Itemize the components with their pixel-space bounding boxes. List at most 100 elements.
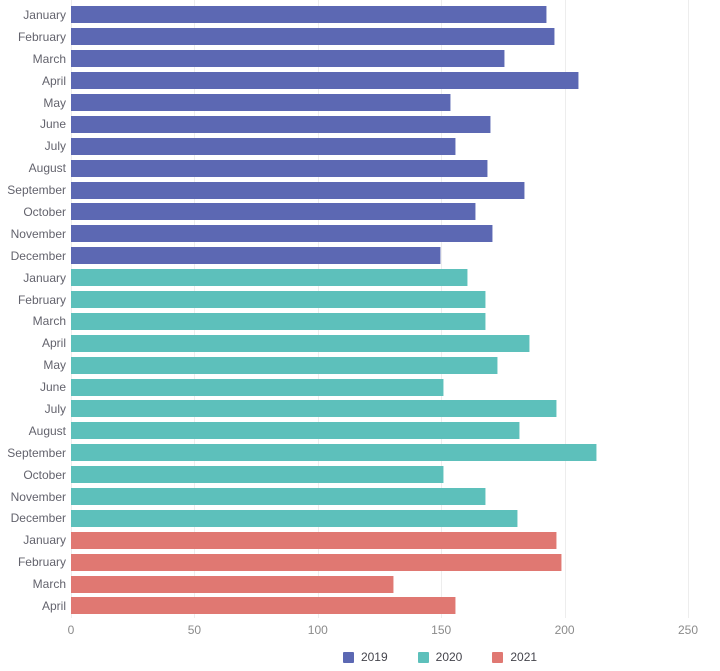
bar-2019-october	[71, 203, 476, 221]
bar-row: November	[0, 486, 720, 508]
bar-2019-december	[71, 247, 442, 265]
y-axis-label: August	[28, 161, 66, 176]
legend-swatch-icon	[342, 651, 354, 663]
bar-2020-september	[71, 444, 597, 462]
bar-2020-july	[71, 400, 558, 418]
bar-2019-march	[71, 50, 506, 68]
bar-row: September	[0, 442, 720, 464]
bar-2019-june	[71, 115, 491, 133]
legend-label: 2020	[435, 650, 463, 664]
bar-2019-august	[71, 159, 489, 177]
bar-row: March	[0, 48, 720, 70]
y-axis-label: July	[44, 139, 66, 154]
y-axis-label: September	[7, 183, 66, 198]
legend-label: 2021	[510, 650, 538, 664]
bar-row: May	[0, 92, 720, 114]
bar-track	[71, 28, 688, 46]
y-axis-label: March	[32, 314, 66, 329]
bar-track	[71, 225, 688, 243]
bar-row: March	[0, 310, 720, 332]
x-axis-tick-label: 150	[431, 623, 452, 637]
bar-track	[71, 553, 688, 571]
bar-track	[71, 444, 688, 462]
bar-track	[71, 72, 688, 90]
y-axis-label: December	[10, 248, 66, 263]
y-axis-label: September	[7, 445, 66, 460]
y-axis-label: April	[41, 73, 66, 88]
bar-track	[71, 291, 688, 309]
bar-row: June	[0, 376, 720, 398]
y-axis-label: January	[23, 7, 66, 22]
y-axis-label: March	[32, 577, 66, 592]
bar-2019-september	[71, 181, 526, 199]
bar-track	[71, 159, 688, 177]
bar-2020-february	[71, 291, 486, 309]
bar-row: February	[0, 26, 720, 48]
bar-2021-march	[71, 575, 395, 593]
bar-row: October	[0, 201, 720, 223]
y-axis-label: January	[23, 533, 66, 548]
y-axis-label: April	[41, 598, 66, 613]
bar-row: March	[0, 573, 720, 595]
bar-row: August	[0, 157, 720, 179]
bar-row: February	[0, 289, 720, 311]
bar-row: April	[0, 595, 720, 617]
bar-2020-april	[71, 334, 531, 352]
bar-track	[71, 137, 688, 155]
bar-track	[71, 422, 688, 440]
y-axis-label: August	[28, 423, 66, 438]
x-axis-tick-label: 100	[307, 623, 328, 637]
bar-track	[71, 509, 688, 527]
bar-2020-june	[71, 378, 444, 396]
bar-2020-january	[71, 269, 469, 287]
bar-2021-january	[71, 531, 558, 549]
y-axis-label: May	[43, 358, 66, 373]
bar-row: January	[0, 267, 720, 289]
bar-row: January	[0, 4, 720, 26]
bar-2019-july	[71, 137, 456, 155]
y-axis-label: March	[32, 51, 66, 66]
bar-2020-october	[71, 466, 444, 484]
legend-item-2020: 2020	[417, 650, 463, 664]
legend: 2019 2020 2021	[160, 649, 720, 665]
bar-row: January	[0, 529, 720, 551]
y-axis-label: April	[41, 336, 66, 351]
bar-row: November	[0, 223, 720, 245]
x-axis-tick-label: 50	[187, 623, 202, 637]
bar-track	[71, 247, 688, 265]
bar-track	[71, 181, 688, 199]
bar-2020-august	[71, 422, 521, 440]
bar-track	[71, 115, 688, 133]
bar-track	[71, 334, 688, 352]
bar-2021-february	[71, 553, 563, 571]
y-axis-label: July	[44, 401, 66, 416]
y-axis-label: February	[17, 555, 66, 570]
bar-track	[71, 356, 688, 374]
bar-2019-february	[71, 28, 555, 46]
bar-row: December	[0, 245, 720, 267]
bar-row: June	[0, 113, 720, 135]
y-axis-label: February	[17, 29, 66, 44]
bar-track	[71, 203, 688, 221]
y-axis-label: October	[23, 467, 66, 482]
bar-2019-may	[71, 94, 452, 111]
x-axis-tick-label: 250	[677, 623, 699, 637]
y-axis-label: November	[10, 489, 66, 504]
x-axis-tick-label: 200	[554, 623, 575, 637]
bar-row: July	[0, 398, 720, 420]
y-axis-label: June	[39, 117, 66, 132]
plot-area: January February March April May June July Augu…	[0, 4, 720, 617]
bar-track	[71, 597, 688, 615]
y-axis-label: February	[17, 292, 66, 307]
y-axis-label: January	[23, 270, 66, 285]
bar-track	[71, 94, 688, 111]
bar-track	[71, 575, 688, 593]
legend-item-2021: 2021	[492, 651, 537, 663]
y-axis-label: November	[10, 226, 66, 241]
bar-track	[71, 531, 688, 549]
bar-row: April	[0, 70, 720, 92]
y-axis-label: May	[43, 95, 66, 110]
bar-2020-march	[71, 312, 486, 330]
bar-row: August	[0, 420, 720, 442]
